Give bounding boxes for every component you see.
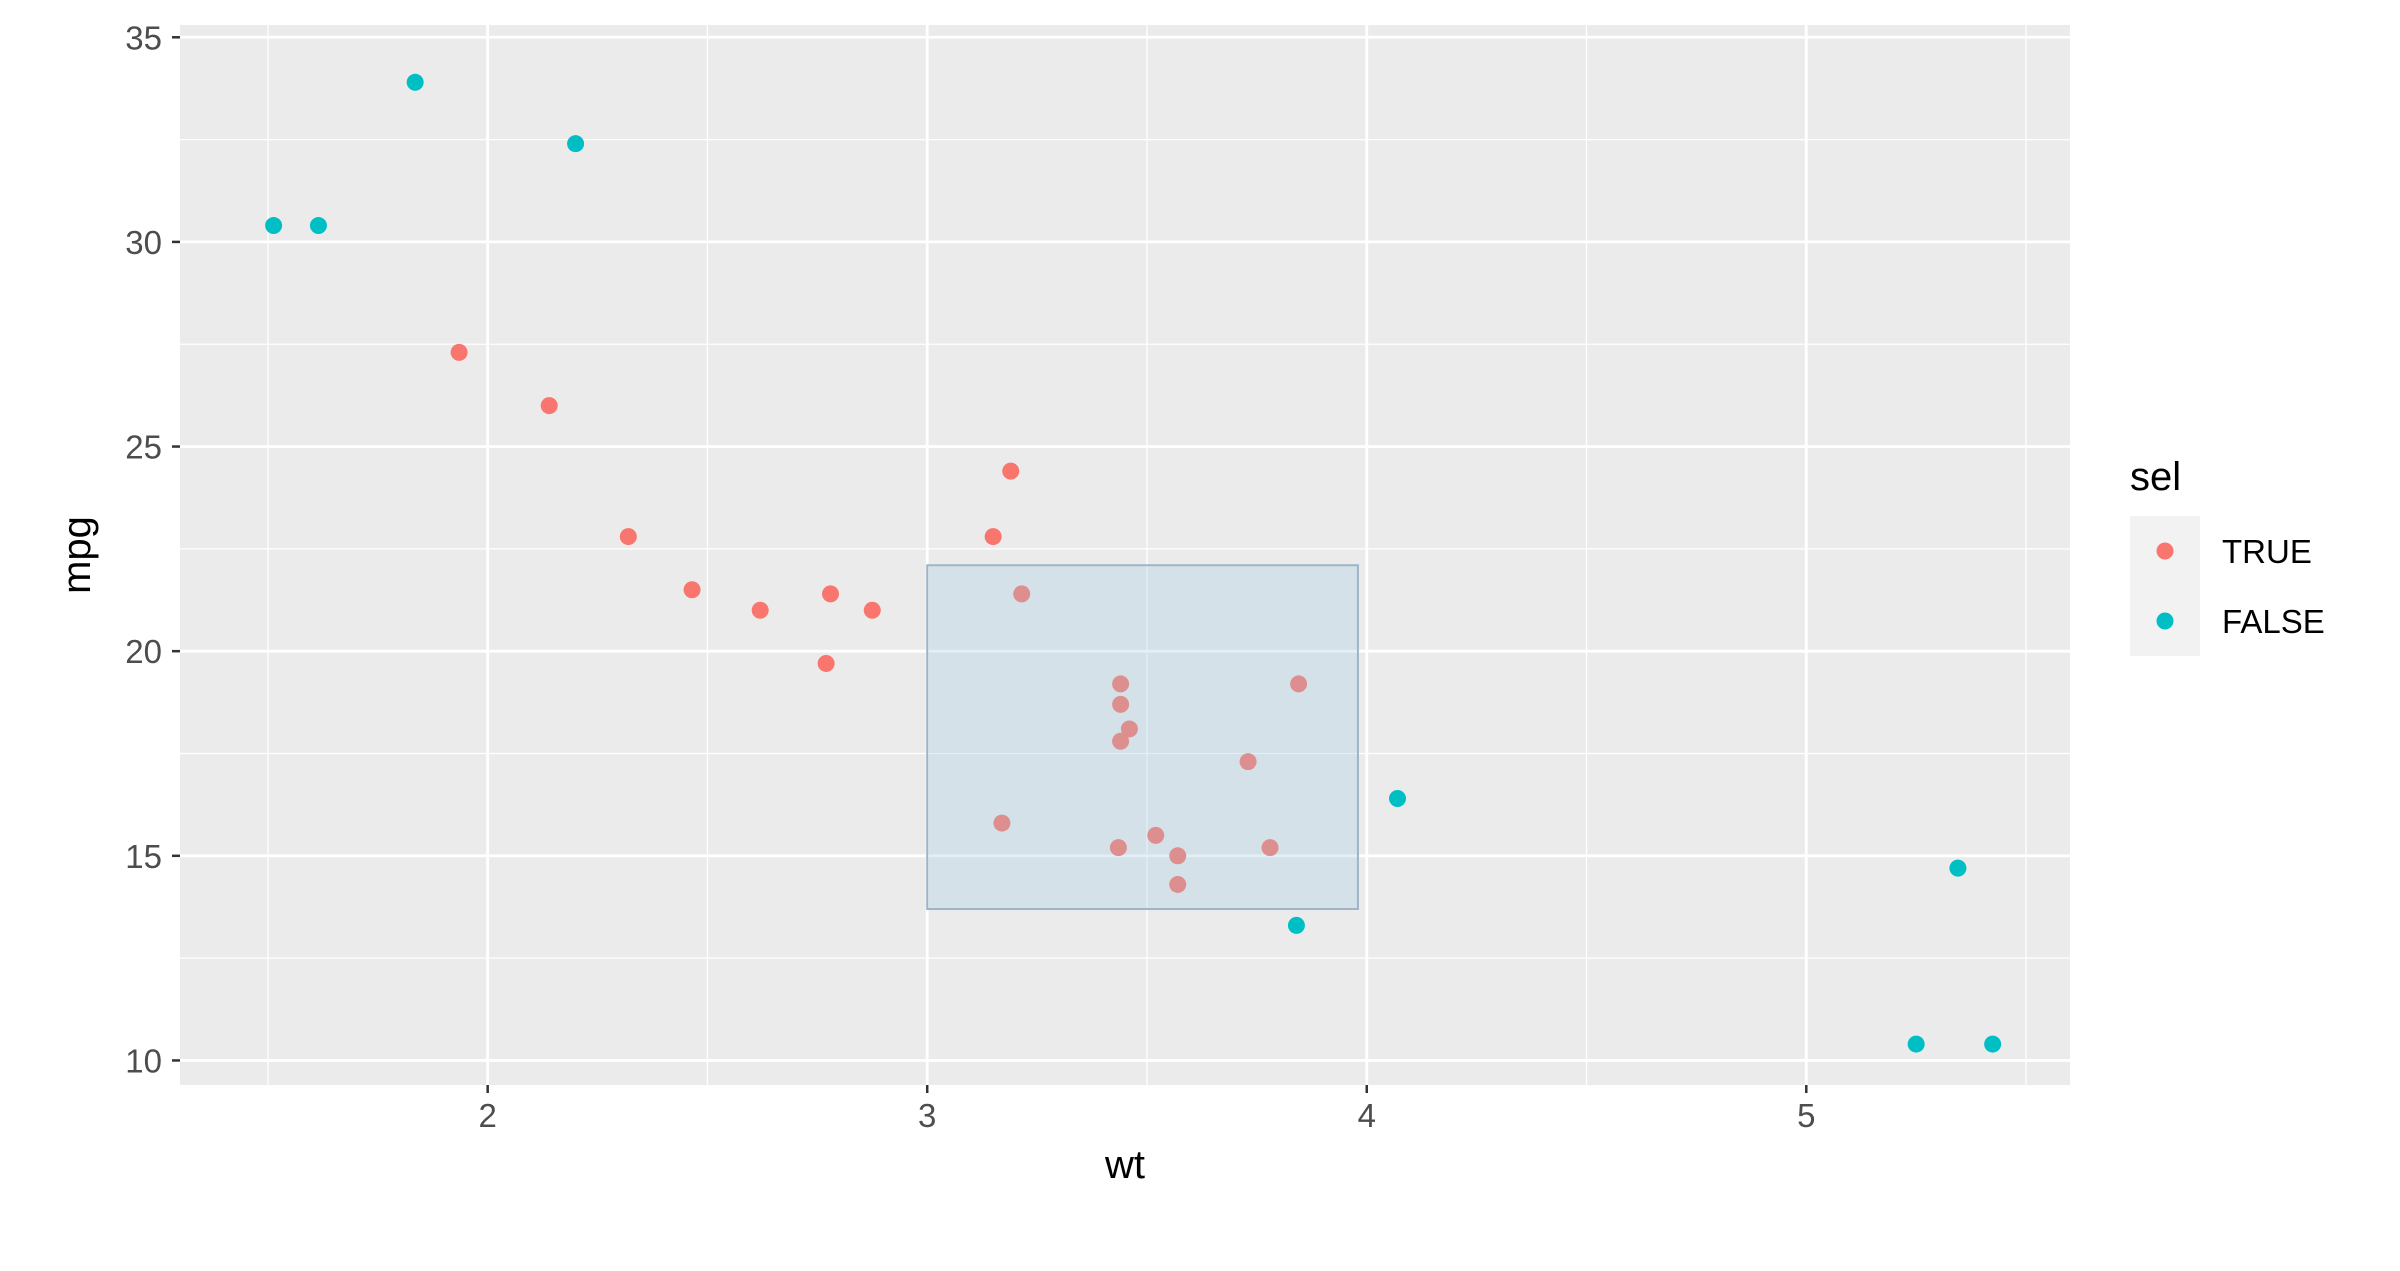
data-point-true[interactable] xyxy=(1002,462,1020,480)
legend-title: sel xyxy=(2130,455,2181,499)
y-axis: 10 15 20 25 30 35 xyxy=(125,19,180,1079)
x-tick-label: 4 xyxy=(1358,1097,1376,1134)
data-point-true[interactable] xyxy=(1169,847,1187,865)
data-point-true[interactable] xyxy=(1261,839,1279,857)
data-point-true[interactable] xyxy=(1109,839,1127,857)
legend-label-false: FALSE xyxy=(2222,603,2325,640)
x-tick-label: 5 xyxy=(1797,1097,1815,1134)
brush-selection[interactable] xyxy=(926,564,1359,911)
data-point-true[interactable] xyxy=(822,585,840,603)
data-point-true[interactable] xyxy=(1147,826,1165,844)
y-tick-label: 10 xyxy=(125,1042,162,1079)
data-point-true[interactable] xyxy=(1239,753,1257,771)
data-point-true[interactable] xyxy=(984,528,1002,546)
legend-items: TRUE FALSE xyxy=(2156,533,2325,640)
data-point-true[interactable] xyxy=(1013,585,1031,603)
x-axis: 2 3 4 5 xyxy=(478,1085,1815,1134)
y-axis-title: mpg xyxy=(55,516,99,594)
grid-major xyxy=(180,25,2070,1085)
data-point-false[interactable] xyxy=(567,135,585,153)
data-point-false[interactable] xyxy=(309,217,327,235)
data-point-true[interactable] xyxy=(1112,675,1130,693)
data-point-true[interactable] xyxy=(863,601,881,619)
data-point-true[interactable] xyxy=(619,528,637,546)
y-tick-label: 30 xyxy=(125,224,162,261)
data-point-false[interactable] xyxy=(1984,1035,2002,1053)
data-point-false[interactable] xyxy=(1287,916,1305,934)
legend-key-true xyxy=(2156,542,2174,560)
y-tick-label: 15 xyxy=(125,838,162,875)
data-point-true[interactable] xyxy=(817,654,835,672)
data-point-false[interactable] xyxy=(406,73,424,91)
legend: sel TRUE FALSE xyxy=(2130,455,2325,656)
data-point-true[interactable] xyxy=(1112,732,1130,750)
y-tick-label: 25 xyxy=(125,429,162,466)
y-tick-label: 20 xyxy=(125,633,162,670)
legend-keys-background xyxy=(2130,516,2200,656)
data-point-false[interactable] xyxy=(1389,790,1407,808)
x-axis-title: wt xyxy=(1104,1143,1145,1187)
data-point-true[interactable] xyxy=(540,397,558,415)
y-tick-label: 35 xyxy=(125,19,162,56)
data-point-true[interactable] xyxy=(1112,695,1130,713)
data-point-true[interactable] xyxy=(1290,675,1308,693)
legend-key-false xyxy=(2156,612,2174,630)
data-point-false[interactable] xyxy=(265,217,283,235)
data-point-true[interactable] xyxy=(683,581,701,599)
legend-label-true: TRUE xyxy=(2222,533,2312,570)
data-point-true[interactable] xyxy=(993,814,1011,832)
grid-minor xyxy=(180,25,2070,1085)
data-point-false[interactable] xyxy=(1907,1035,1925,1053)
x-tick-label: 2 xyxy=(478,1097,496,1134)
x-tick-label: 3 xyxy=(918,1097,936,1134)
data-point-true[interactable] xyxy=(751,601,769,619)
data-point-false[interactable] xyxy=(1949,859,1967,877)
points-layer xyxy=(265,73,2002,1053)
data-point-true[interactable] xyxy=(1169,875,1187,893)
data-point-true[interactable] xyxy=(450,343,468,361)
plot-panel[interactable] xyxy=(180,25,2070,1085)
data-point-true[interactable] xyxy=(1120,720,1138,738)
